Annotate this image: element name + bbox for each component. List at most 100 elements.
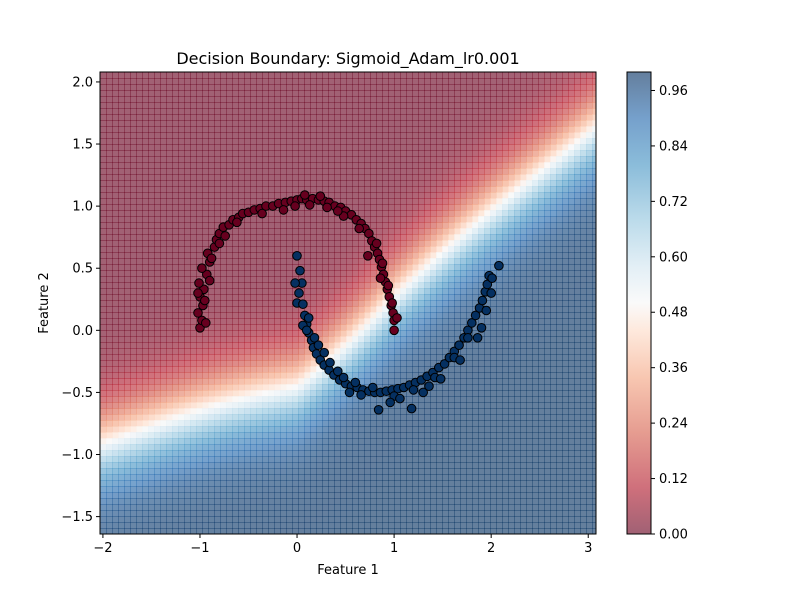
heatmap-cell xyxy=(172,168,179,175)
heatmap-cell xyxy=(292,240,299,247)
heatmap-cell xyxy=(196,432,203,439)
heatmap-cell xyxy=(316,456,323,463)
heatmap-cell xyxy=(226,504,233,511)
heatmap-cell xyxy=(106,234,113,241)
heatmap-cell xyxy=(262,360,269,367)
heatmap-cell xyxy=(190,318,197,325)
heatmap-cell xyxy=(304,222,311,229)
heatmap-cell xyxy=(316,228,323,235)
heatmap-cell xyxy=(262,450,269,457)
heatmap-cell xyxy=(244,216,251,223)
heatmap-cell xyxy=(274,306,281,313)
heatmap-cell xyxy=(286,336,293,343)
heatmap-cell xyxy=(340,510,347,517)
heatmap-cell xyxy=(430,120,437,127)
heatmap-cell xyxy=(286,186,293,193)
heatmap-cell xyxy=(340,168,347,175)
heatmap-cell xyxy=(154,270,161,277)
heatmap-cell xyxy=(358,306,365,313)
heatmap-cell xyxy=(376,516,383,523)
heatmap-cell xyxy=(358,84,365,91)
heatmap-cell xyxy=(352,528,359,534)
heatmap-cell xyxy=(430,492,437,499)
heatmap-cell xyxy=(394,120,401,127)
heatmap-cell xyxy=(220,186,227,193)
heatmap-cell xyxy=(340,492,347,499)
heatmap-cell xyxy=(484,324,491,331)
heatmap-cell xyxy=(358,246,365,253)
heatmap-cell xyxy=(148,288,155,295)
heatmap-cell xyxy=(256,270,263,277)
heatmap-cell xyxy=(214,204,221,211)
heatmap-cell xyxy=(232,426,239,433)
heatmap-cell xyxy=(418,522,425,529)
heatmap-cell xyxy=(376,336,383,343)
heatmap-cell xyxy=(100,414,107,421)
heatmap-cell xyxy=(106,144,113,151)
heatmap-cell xyxy=(382,168,389,175)
heatmap-cell xyxy=(466,492,473,499)
heatmap-cell xyxy=(298,168,305,175)
heatmap-cell xyxy=(400,366,407,373)
heatmap-cell xyxy=(382,120,389,127)
heatmap-cell xyxy=(130,474,137,481)
heatmap-cell xyxy=(466,120,473,127)
heatmap-cell xyxy=(154,444,161,451)
heatmap-cell xyxy=(472,222,479,229)
heatmap-cell xyxy=(100,78,107,85)
heatmap-cell xyxy=(100,198,107,205)
heatmap-cell xyxy=(394,174,401,181)
heatmap-cell xyxy=(406,138,413,145)
heatmap-cell xyxy=(100,432,107,439)
heatmap-cell xyxy=(442,150,449,157)
heatmap-cell xyxy=(472,378,479,385)
heatmap-cell xyxy=(160,180,167,187)
heatmap-cell xyxy=(262,174,269,181)
heatmap-cell xyxy=(442,258,449,265)
heatmap-cell xyxy=(280,120,287,127)
heatmap-cell xyxy=(226,384,233,391)
heatmap-cell xyxy=(190,258,197,265)
heatmap-cell xyxy=(370,396,377,403)
heatmap-cell xyxy=(388,474,395,481)
heatmap-cell xyxy=(400,84,407,91)
heatmap-cell xyxy=(352,228,359,235)
heatmap-cell xyxy=(232,282,239,289)
heatmap-cell xyxy=(364,324,371,331)
heatmap-cell xyxy=(334,240,341,247)
heatmap-cell xyxy=(160,90,167,97)
heatmap-cell xyxy=(358,258,365,265)
heatmap-cell xyxy=(418,474,425,481)
heatmap-cell xyxy=(436,450,443,457)
heatmap-cell xyxy=(262,126,269,133)
heatmap-cell xyxy=(244,240,251,247)
heatmap-cell xyxy=(436,210,443,217)
heatmap-cell xyxy=(316,396,323,403)
heatmap-cell xyxy=(454,366,461,373)
heatmap-cell xyxy=(178,216,185,223)
heatmap-cell xyxy=(286,468,293,475)
heatmap-cell xyxy=(262,192,269,199)
heatmap-cell xyxy=(226,270,233,277)
heatmap-cell xyxy=(208,162,215,169)
heatmap-cell xyxy=(436,90,443,97)
heatmap-cell xyxy=(190,510,197,517)
heatmap-cell xyxy=(280,372,287,379)
heatmap-cell xyxy=(166,186,173,193)
heatmap-cell xyxy=(106,414,113,421)
heatmap-cell xyxy=(124,426,131,433)
heatmap-cell xyxy=(472,162,479,169)
heatmap-cell xyxy=(142,450,149,457)
heatmap-cell xyxy=(460,72,467,79)
heatmap-cell xyxy=(202,462,209,469)
heatmap-cell xyxy=(442,240,449,247)
heatmap-cell xyxy=(478,144,485,151)
heatmap-cell xyxy=(352,264,359,271)
heatmap-cell xyxy=(130,348,137,355)
heatmap-cell xyxy=(268,456,275,463)
heatmap-cell xyxy=(370,342,377,349)
heatmap-cell xyxy=(190,300,197,307)
heatmap-cell xyxy=(238,180,245,187)
heatmap-cell xyxy=(292,174,299,181)
heatmap-cell xyxy=(244,150,251,157)
